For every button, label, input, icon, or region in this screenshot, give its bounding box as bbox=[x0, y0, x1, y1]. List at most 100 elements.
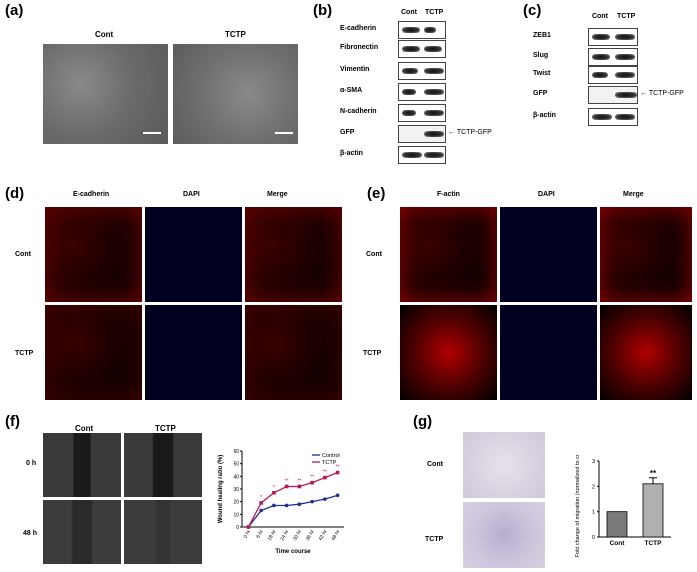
protein-band bbox=[424, 131, 444, 137]
protein-band bbox=[402, 152, 422, 158]
panel-a-col-tctp: TCTP bbox=[225, 30, 246, 39]
panel-a-col-cont: Cont bbox=[95, 30, 114, 39]
wound-healing-line-chart: 0 10 20 30 40 50 60 0 hr 6 hr 18 hr 24 hr 30 hr 36 h… bbox=[218, 449, 344, 555]
phase-contrast-image-tctp bbox=[173, 44, 298, 144]
panel-e-col-dapi: DAPI bbox=[538, 191, 555, 198]
y-tick-label: 0 bbox=[236, 525, 239, 531]
significance-marker: * bbox=[260, 495, 262, 501]
data-point bbox=[335, 470, 340, 475]
protein-band bbox=[424, 27, 436, 33]
data-point bbox=[297, 502, 302, 506]
protein-band bbox=[402, 110, 416, 116]
panel-label-e: (e) bbox=[367, 185, 386, 202]
factin-image-tctp bbox=[400, 305, 497, 400]
panel-e-col-factin: F-actin bbox=[437, 191, 460, 198]
blot-row-label: α-SMA bbox=[340, 87, 363, 94]
protein-band bbox=[402, 68, 418, 74]
data-point bbox=[246, 525, 251, 529]
panel-b-col-cont: Cont bbox=[401, 9, 417, 16]
tctp-gfp-arrow-label: ← TCTP-GFP bbox=[640, 90, 684, 97]
data-point bbox=[259, 501, 263, 505]
panel-g-row-cont: Cont bbox=[427, 461, 443, 468]
panel-d-row-cont: Cont bbox=[15, 251, 31, 258]
blot-strip bbox=[398, 125, 446, 143]
significance-marker: ** bbox=[650, 469, 657, 478]
protein-band bbox=[592, 34, 610, 40]
blot-strip bbox=[588, 48, 638, 66]
x-tick-label: 24 hr bbox=[279, 529, 290, 542]
panel-label-c: (c) bbox=[523, 2, 542, 19]
data-point bbox=[323, 475, 327, 480]
panel-g-row-tctp: TCTP bbox=[425, 536, 444, 543]
blot-strip bbox=[398, 83, 446, 101]
significance-marker: ** bbox=[323, 470, 327, 476]
panel-c-col-tctp: TCTP bbox=[617, 13, 636, 20]
data-point bbox=[272, 491, 276, 495]
blot-strip bbox=[398, 146, 446, 164]
x-tick-label: 18 hr bbox=[267, 529, 278, 542]
blot-strip bbox=[588, 28, 638, 46]
y-tick-label: 3 bbox=[592, 459, 595, 465]
y-tick-label: 30 bbox=[233, 487, 239, 493]
protein-band bbox=[592, 72, 608, 78]
protein-band bbox=[402, 27, 420, 33]
blot-strip bbox=[398, 40, 446, 58]
merge-image-tctp bbox=[245, 305, 342, 400]
panel-label-g: (g) bbox=[413, 413, 433, 430]
panel-b-col-tctp: TCTP bbox=[425, 9, 444, 16]
ecadherin-image-tctp bbox=[45, 305, 142, 400]
ecadherin-image-cont bbox=[45, 207, 142, 302]
dapi-image-tctp bbox=[145, 305, 242, 400]
significance-marker: ** bbox=[297, 478, 301, 484]
blot-row-label: Slug bbox=[533, 52, 549, 59]
data-point bbox=[259, 508, 263, 513]
protein-band bbox=[424, 68, 444, 74]
x-tick-label: 48 hr bbox=[330, 529, 341, 542]
protein-band bbox=[615, 92, 637, 98]
blot-strip bbox=[398, 104, 446, 122]
blot-strip bbox=[398, 21, 446, 39]
panel-f-col-tctp: TCTP bbox=[155, 424, 176, 433]
blot-strip bbox=[398, 62, 446, 80]
data-point bbox=[284, 503, 289, 508]
phase-contrast-image-cont bbox=[43, 44, 168, 144]
series-line-tctp bbox=[247, 471, 338, 528]
x-tick-label: 0 hr bbox=[243, 529, 253, 540]
panel-label-a: (a) bbox=[5, 2, 24, 19]
significance-marker: * bbox=[273, 485, 275, 491]
protein-band bbox=[402, 46, 420, 52]
y-tick-label: 50 bbox=[233, 462, 239, 468]
merge-image-cont-e bbox=[600, 207, 692, 302]
wound-image-cont-0h bbox=[43, 433, 121, 497]
protein-band bbox=[615, 114, 635, 120]
blot-row-label: Vimentin bbox=[340, 66, 370, 73]
migration-bar-chart: 0 1 2 3 Fold change of migration (normalized… bbox=[575, 455, 671, 557]
y-tick-label: 40 bbox=[233, 474, 239, 480]
y-tick-label: 1 bbox=[592, 510, 595, 516]
blot-row-label: ZEB1 bbox=[533, 32, 551, 39]
legend-label: TCTP bbox=[322, 460, 337, 466]
protein-band bbox=[402, 89, 416, 95]
y-tick-label: 10 bbox=[233, 512, 239, 518]
blot-row-label: GFP bbox=[340, 129, 355, 136]
panel-d-col-dapi: DAPI bbox=[183, 191, 200, 198]
y-axis-label: Fold change of migration (normalized to … bbox=[575, 455, 581, 557]
significance-marker: ** bbox=[285, 478, 289, 484]
bar-tctp bbox=[642, 483, 664, 538]
panel-f-row-0h: 0 h bbox=[26, 460, 37, 467]
panel-f-col-cont: Cont bbox=[75, 424, 94, 433]
merge-image-cont bbox=[245, 207, 342, 302]
bar-cont bbox=[606, 511, 628, 538]
protein-band bbox=[615, 72, 635, 78]
y-tick-label: 0 bbox=[592, 535, 595, 541]
significance-marker: ** bbox=[336, 465, 340, 471]
protein-band bbox=[424, 89, 444, 95]
protein-band bbox=[592, 114, 612, 120]
blot-row-label: Fibronectin bbox=[340, 44, 379, 51]
data-point bbox=[272, 503, 276, 508]
data-point bbox=[335, 493, 340, 498]
factin-image-cont bbox=[400, 207, 497, 302]
panel-d-col-merge: Merge bbox=[267, 191, 288, 198]
dapi-image-cont-e bbox=[500, 207, 597, 302]
protein-band bbox=[592, 54, 610, 60]
